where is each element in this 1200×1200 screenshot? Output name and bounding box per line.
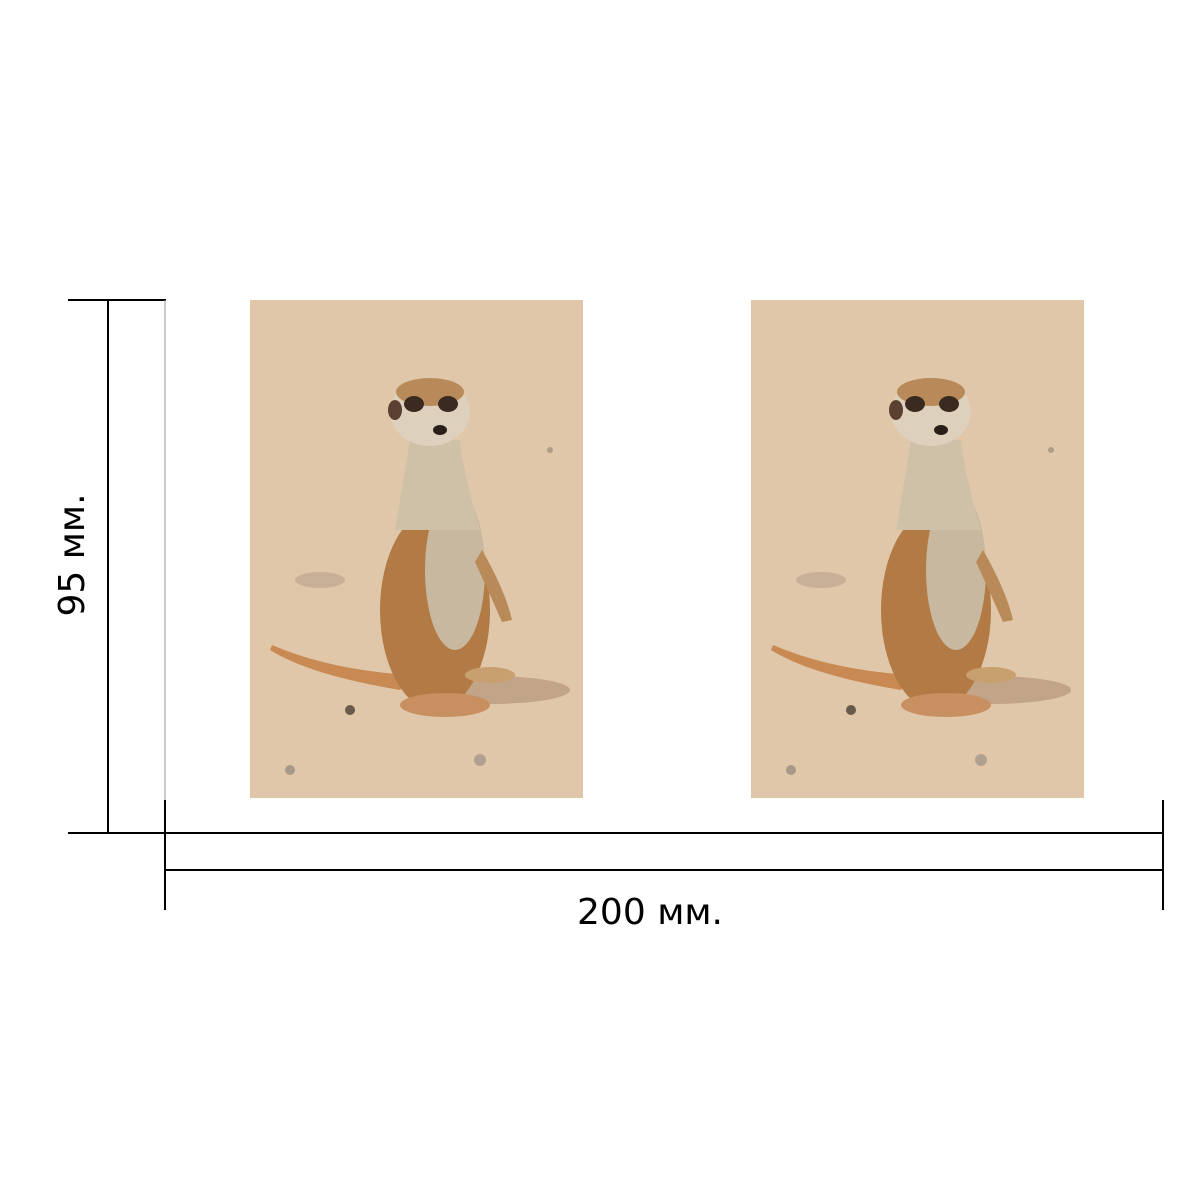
photo-right <box>751 300 1084 798</box>
height-label: 95 мм. <box>52 493 93 616</box>
width-label: 200 мм. <box>577 892 723 933</box>
photo-left <box>250 300 583 798</box>
